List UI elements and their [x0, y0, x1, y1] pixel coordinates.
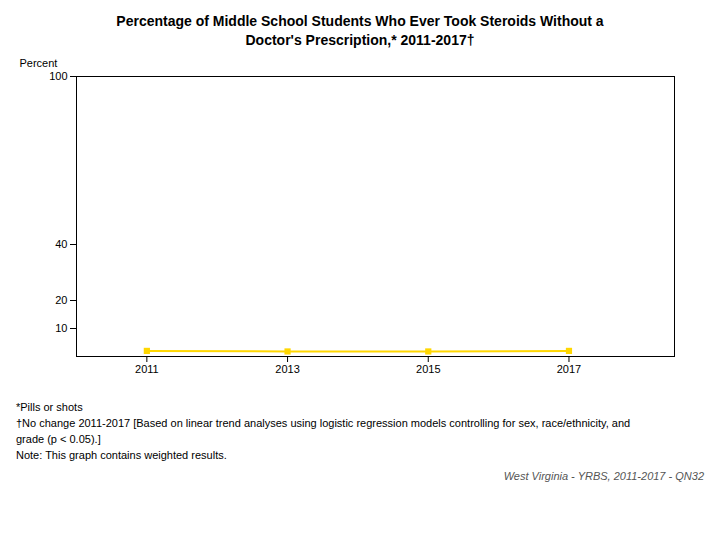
svg-text:2015: 2015	[416, 363, 440, 375]
html-text:*Pills or shots: *Pills or shots	[16, 400, 83, 413]
svg-text:2013: 2013	[275, 363, 299, 375]
svg-text:2011: 2011	[135, 363, 159, 375]
html-text:Note: This graph contains weig: Note: This graph contains weighted resul…	[16, 448, 227, 461]
svg-text:40: 40	[55, 238, 67, 250]
html-text:grade (p < 0.05).]: grade (p < 0.05).]	[16, 432, 101, 445]
html-text:West Virginia - YRBS, 2011-201: West Virginia - YRBS, 2011-2017 - QN32	[503, 469, 704, 482]
html-text:†No change 2011-2017 [Based on: †No change 2011-2017 [Based on linear tr…	[16, 416, 631, 429]
svg-text:2017: 2017	[557, 363, 581, 375]
html-text:Percentage of Middle School St: Percentage of Middle School Students Who…	[116, 13, 604, 29]
svg-text:100: 100	[49, 70, 67, 82]
svg-text:20: 20	[55, 294, 67, 306]
svg-text:Percent: Percent	[20, 57, 58, 69]
svg-text:10: 10	[55, 322, 67, 334]
html-text:Doctor's Prescription,* 2011-2: Doctor's Prescription,* 2011-2017†	[245, 31, 475, 48]
